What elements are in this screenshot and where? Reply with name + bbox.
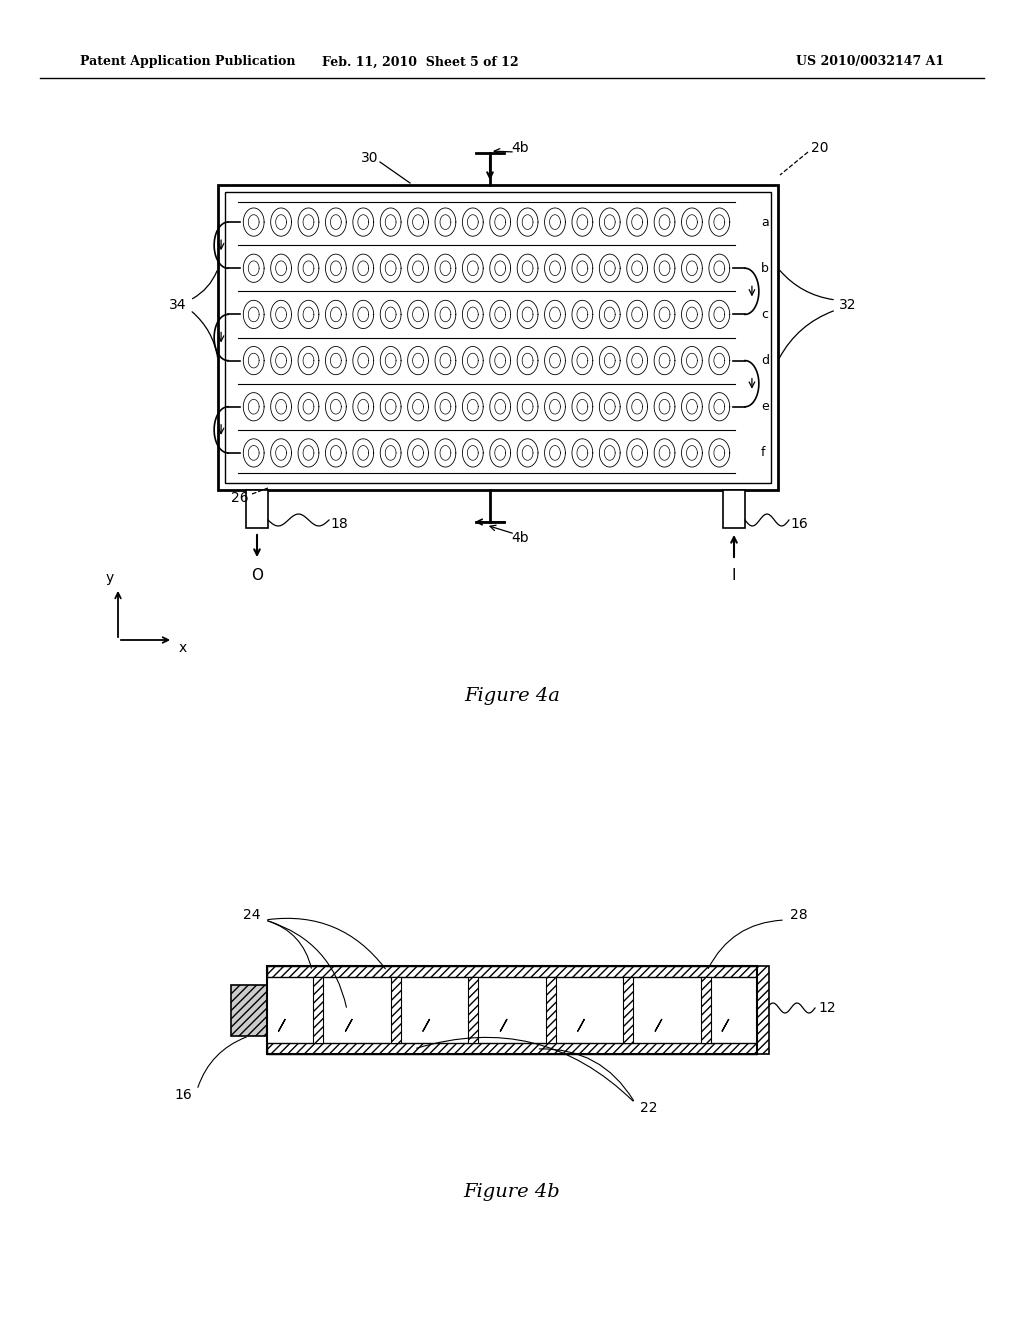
Text: Feb. 11, 2010  Sheet 5 of 12: Feb. 11, 2010 Sheet 5 of 12 <box>322 55 518 69</box>
Text: d: d <box>761 354 769 367</box>
Bar <box>231 985 267 1036</box>
Bar <box>391 977 400 1043</box>
Text: 18: 18 <box>330 517 348 531</box>
Text: 12: 12 <box>818 1001 836 1015</box>
Bar <box>313 977 324 1043</box>
Text: 34: 34 <box>169 298 186 312</box>
Bar <box>267 966 757 977</box>
Bar <box>723 490 745 528</box>
Text: 4b: 4b <box>511 141 528 154</box>
Text: 32: 32 <box>840 298 857 312</box>
Text: 16: 16 <box>174 1088 193 1102</box>
Text: 4b: 4b <box>511 531 528 545</box>
Bar <box>225 191 771 483</box>
Bar <box>267 966 757 1053</box>
Text: f: f <box>761 446 766 459</box>
Bar <box>267 966 757 1053</box>
Bar <box>246 490 268 528</box>
Text: Figure 4b: Figure 4b <box>464 1183 560 1201</box>
Text: 30: 30 <box>361 150 379 165</box>
Bar <box>546 977 556 1043</box>
Text: y: y <box>105 572 114 585</box>
Bar <box>218 185 778 490</box>
Text: 16: 16 <box>790 517 808 531</box>
Bar <box>624 977 633 1043</box>
Text: 26: 26 <box>231 491 249 506</box>
Text: e: e <box>761 400 769 413</box>
Bar <box>700 977 711 1043</box>
Text: a: a <box>761 215 769 228</box>
Text: 22: 22 <box>640 1101 657 1115</box>
Text: I: I <box>732 569 736 583</box>
Text: x: x <box>179 642 187 655</box>
Bar <box>757 966 769 1053</box>
Bar <box>468 977 478 1043</box>
Bar <box>267 1043 757 1053</box>
Text: Figure 4a: Figure 4a <box>464 686 560 705</box>
Text: 24: 24 <box>243 908 260 921</box>
Text: 20: 20 <box>811 141 828 154</box>
Text: US 2010/0032147 A1: US 2010/0032147 A1 <box>796 55 944 69</box>
Text: c: c <box>761 308 768 321</box>
Text: b: b <box>761 261 769 275</box>
Text: 28: 28 <box>790 908 808 921</box>
Text: O: O <box>251 569 263 583</box>
Bar <box>231 985 267 1036</box>
Text: Patent Application Publication: Patent Application Publication <box>80 55 296 69</box>
